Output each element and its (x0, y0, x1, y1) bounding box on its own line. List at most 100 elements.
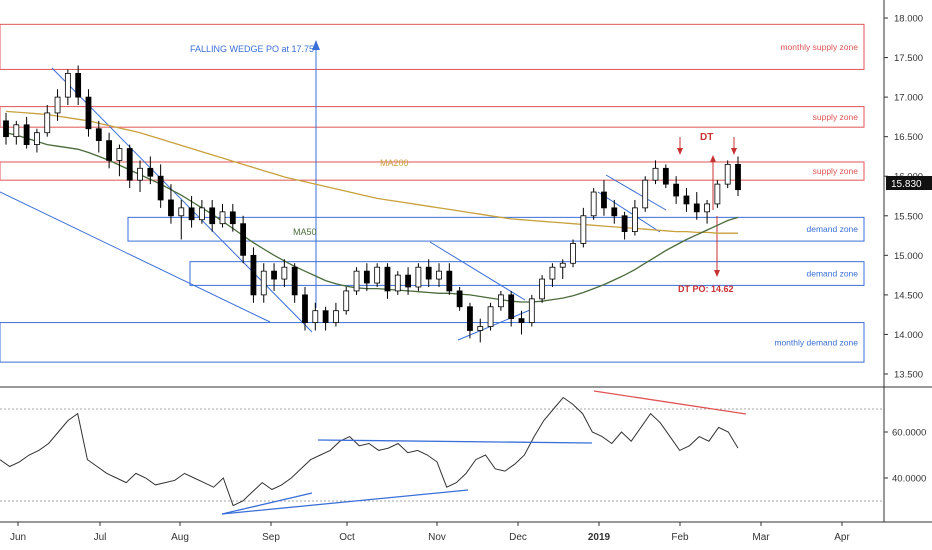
candle-body (539, 278, 546, 300)
candle-body (642, 179, 649, 209)
candle-body (601, 191, 607, 209)
price-tick-label: 13.500 (894, 370, 923, 381)
candle-body (291, 266, 298, 296)
rsi-tick-label: 60.0000 (892, 428, 926, 439)
x-tick-label: Jun (10, 532, 26, 543)
candle-body (425, 266, 432, 280)
candle-body (322, 310, 329, 323)
last-price-badge: 15.830 (886, 176, 932, 190)
rsi-line (0, 396, 739, 507)
candle-body (559, 262, 566, 268)
price-tick-label: 14.000 (894, 330, 923, 341)
candle-body (260, 270, 267, 296)
candle-body (168, 199, 174, 217)
candle-body (106, 140, 112, 161)
candle-body (240, 223, 247, 256)
x-tick-label: Aug (171, 532, 189, 543)
candle-body (467, 306, 473, 331)
candle-body (126, 148, 133, 181)
candle-body (54, 96, 61, 114)
zone-label: demand zone (806, 224, 858, 234)
x-axis-ticks: Jun Jul Aug Sep Oct Nov Dec 2019 Feb Mar Apr (10, 522, 850, 543)
dt-height-arrowhead (710, 155, 716, 162)
candle-body (570, 243, 576, 264)
candle-body (34, 132, 40, 145)
candle-body (147, 167, 154, 177)
candle-body (157, 175, 164, 201)
x-tick-label: 2019 (588, 532, 611, 543)
zone-label: supply zone (813, 166, 859, 176)
candle-body (487, 306, 494, 327)
price-tick-label: 18.000 (894, 14, 923, 25)
flag-upper-trendline (605, 174, 667, 211)
candle-body (497, 294, 504, 308)
rsi-layer (0, 390, 884, 515)
candle-body (281, 266, 288, 280)
zone-box (0, 23, 865, 70)
candle-body (219, 211, 226, 225)
zone-box (0, 161, 865, 181)
candle-body (673, 183, 680, 197)
candle-body (394, 274, 401, 292)
candle-body (75, 72, 82, 98)
candle-body (549, 266, 556, 280)
candle-body (13, 124, 20, 138)
candle-body (415, 266, 422, 288)
price-tick-label: 14.500 (894, 290, 923, 301)
candle-body (116, 148, 123, 161)
x-tick-label: Sep (262, 532, 280, 543)
dt-arrowhead-left (677, 148, 683, 155)
rsi-divergence-line (593, 390, 747, 415)
dt-arrowhead-right (731, 148, 737, 155)
candle-body (683, 195, 690, 205)
candle-body (704, 203, 710, 213)
zone-label: monthly demand zone (774, 337, 858, 347)
rsi-y-ticks: 40.0000 60.0000 (884, 428, 926, 485)
candle-body (590, 191, 597, 217)
candle-body (302, 294, 308, 323)
candle-body (384, 266, 391, 292)
candle-body (312, 310, 319, 323)
candle-body (229, 211, 236, 225)
zone-box (127, 216, 865, 242)
x-tick-label: Apr (834, 532, 850, 543)
candle-body (518, 318, 525, 323)
candle-body (405, 274, 411, 288)
price-tick-label: 17.000 (894, 93, 923, 104)
candle-body (528, 298, 535, 323)
wedge-upper-trendline (51, 67, 313, 333)
x-tick-label: Mar (752, 532, 770, 543)
dt-po-label: DT PO: 14.62 (678, 284, 734, 294)
candle-body (662, 167, 669, 185)
dt-label: DT (700, 132, 713, 143)
candles-layer (3, 65, 741, 343)
candle-body (580, 215, 587, 244)
candle-body (621, 215, 628, 232)
zone-label: supply zone (813, 112, 859, 122)
candle-body (3, 120, 9, 138)
candle-body (333, 310, 339, 323)
candle-body (343, 290, 350, 312)
rsi-trendline-2 (221, 489, 469, 515)
candle-body (23, 124, 30, 145)
candle-body (632, 207, 638, 233)
candle-body (374, 266, 381, 284)
ma200-line (5, 110, 738, 234)
candle-body (188, 207, 195, 221)
candle-body (85, 96, 92, 130)
price-tick-label: 15.500 (894, 211, 923, 222)
candle-body (436, 270, 442, 280)
falling-wedge-label: FALLING WEDGE PO at 17.75 (190, 44, 314, 54)
x-tick-label: Jul (94, 532, 107, 543)
candle-body (44, 112, 51, 134)
x-tick-label: Oct (339, 532, 355, 543)
flag-lower-trendline (597, 191, 661, 233)
candle-body (64, 72, 71, 98)
candle-body (714, 183, 721, 205)
candle-body (652, 167, 659, 181)
candle-body (137, 167, 143, 181)
annotations-layer: FALLING WEDGE PO at 17.75 MA200 MA50 DT … (190, 44, 734, 294)
candle-body (508, 294, 515, 320)
